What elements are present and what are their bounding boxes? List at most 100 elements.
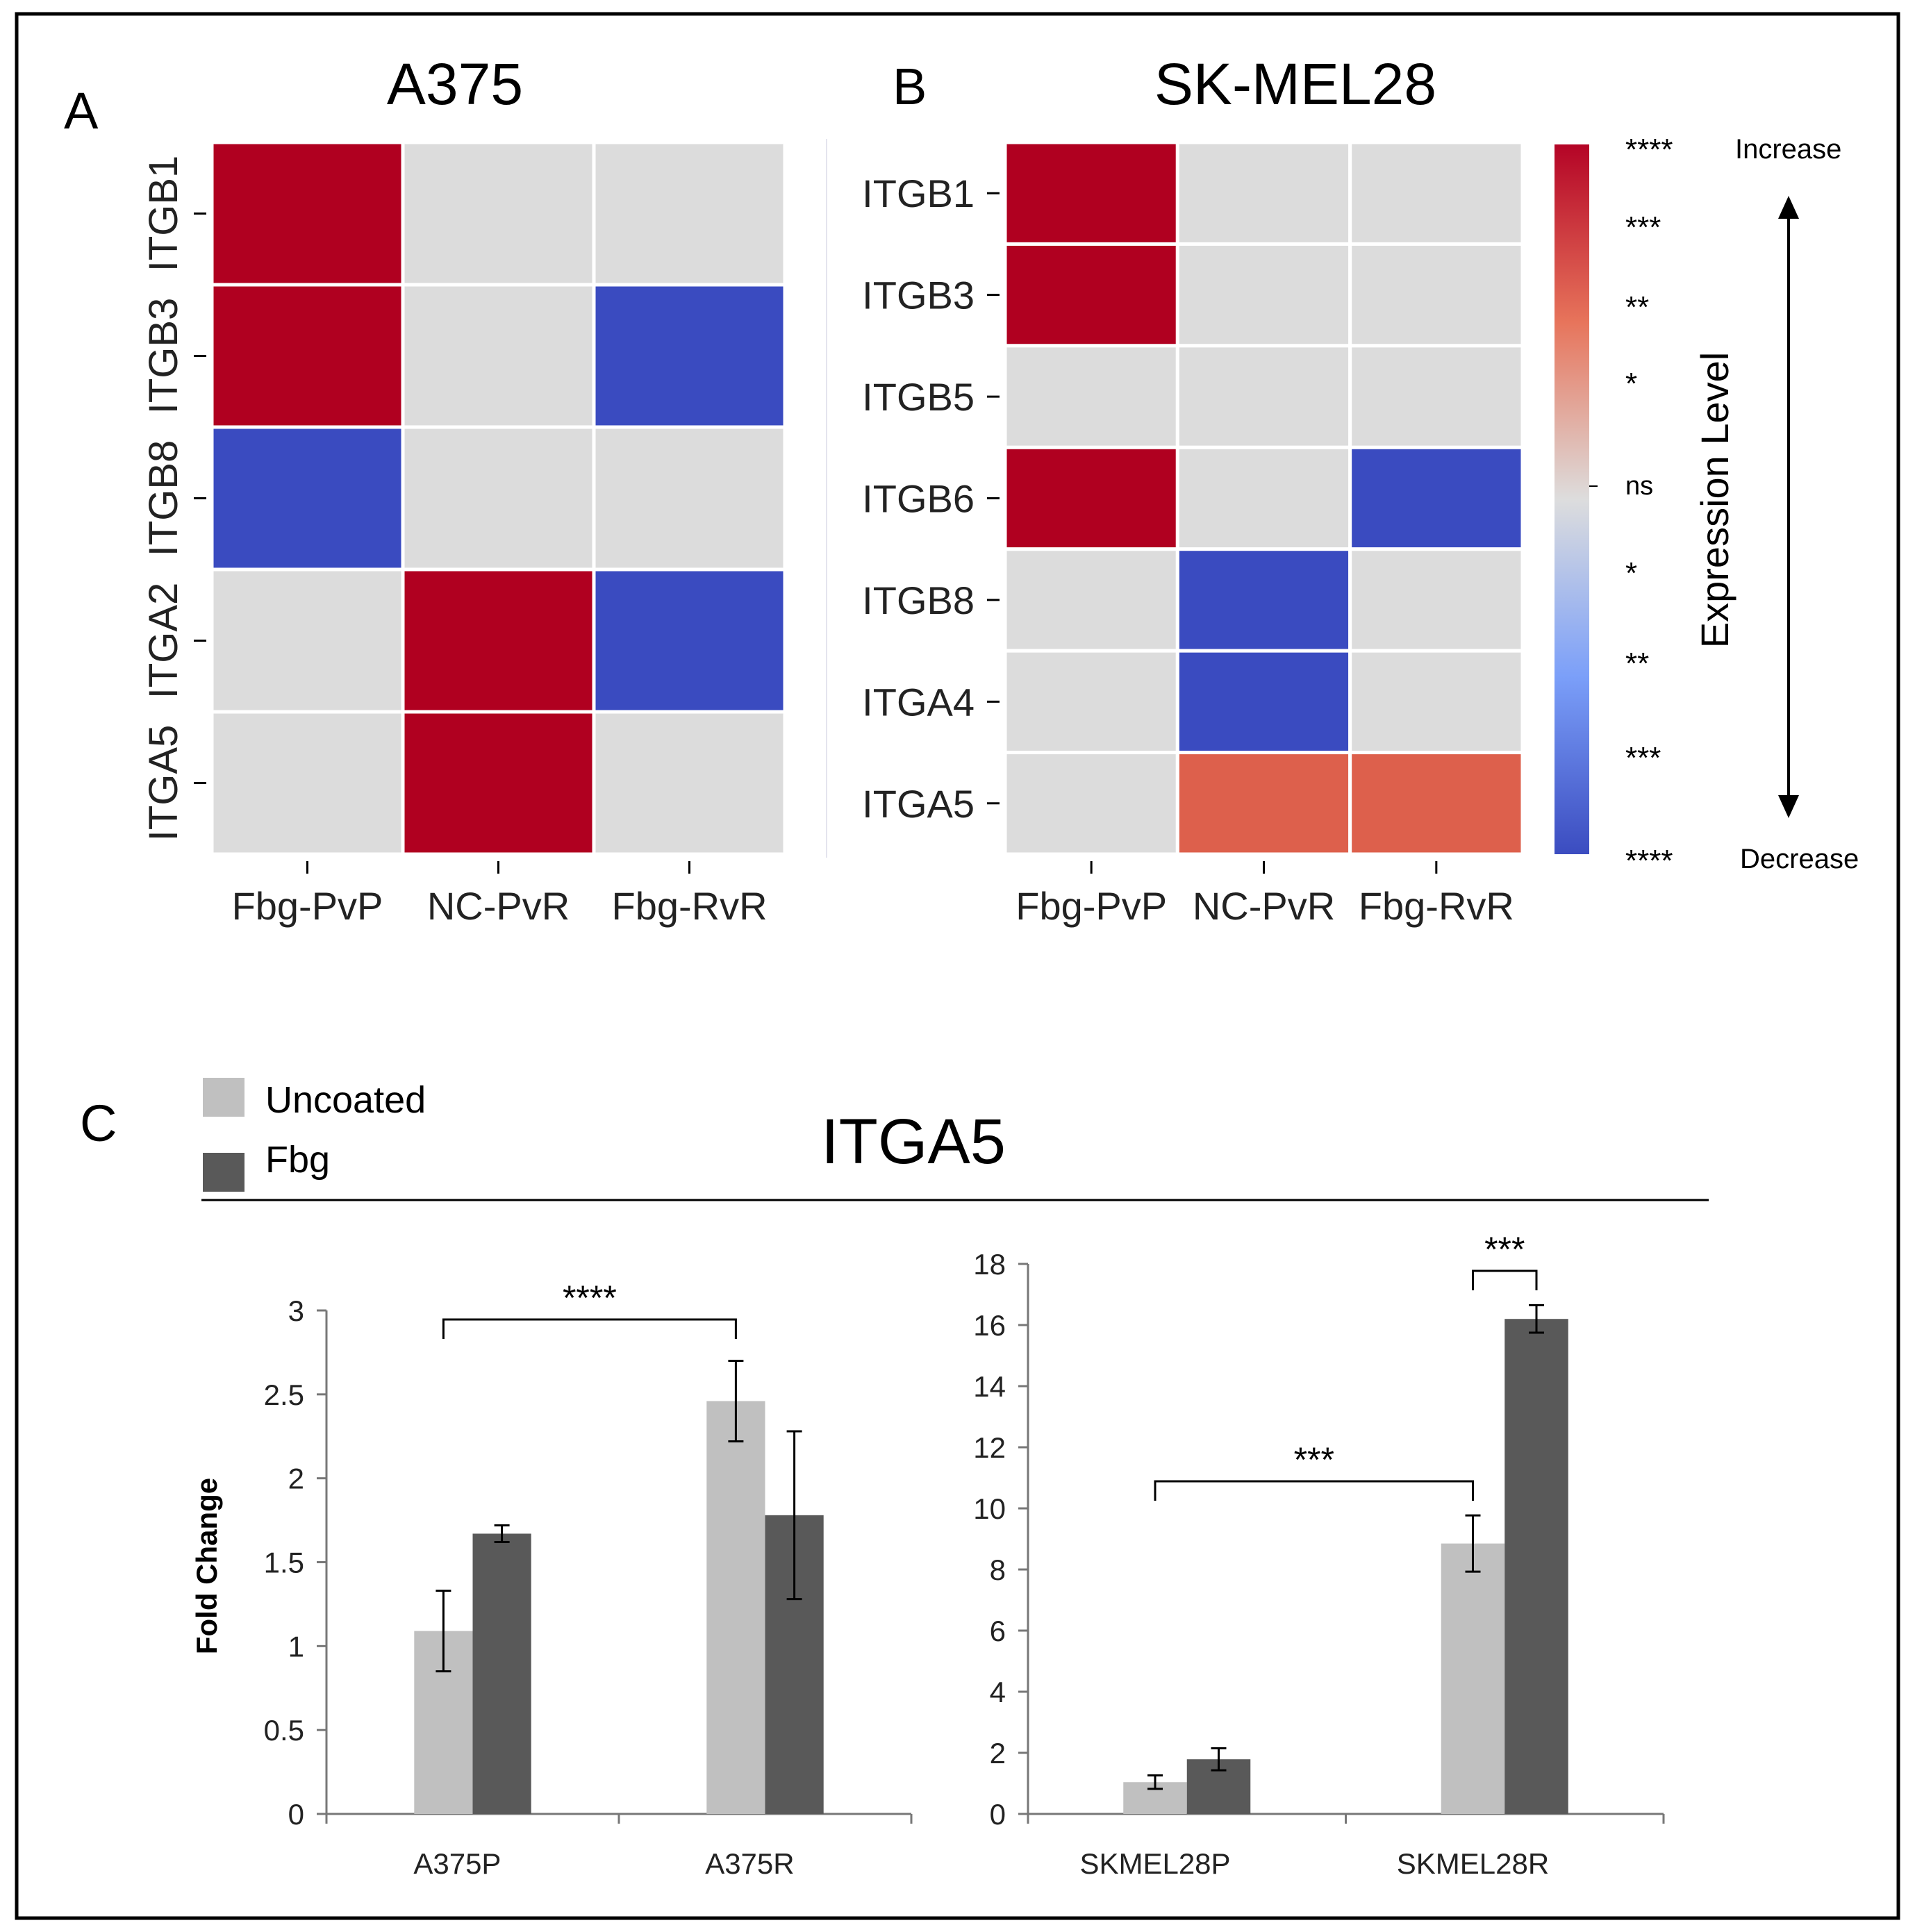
heatmap-cell [592, 710, 787, 856]
heatmap-cell [1348, 140, 1525, 246]
y-tick-label: 1.5 [264, 1547, 304, 1579]
heatmap-cell [401, 140, 596, 287]
heatmap-cell [401, 425, 596, 572]
panel-a-letter: A [64, 82, 99, 140]
heatmap-cell [210, 283, 405, 429]
heatmap-cell [1175, 140, 1352, 246]
row-label: ITGA5 [141, 725, 186, 842]
colorbar-tick-label: ns [1625, 472, 1653, 501]
heatmap-cell [1348, 649, 1525, 755]
legend-label-fbg: Fbg [265, 1139, 330, 1181]
y-tick-label: 2 [990, 1737, 1006, 1769]
y-tick-label: 8 [990, 1554, 1006, 1586]
legend-label-uncoated: Uncoated [265, 1079, 426, 1121]
panel-a-title: A375 [387, 51, 523, 117]
bar-uncoated [706, 1401, 765, 1814]
colorbar-tick-label: *** [1625, 741, 1661, 775]
column-label: NC-PvR [427, 884, 570, 928]
x-category-label: SKMEL28R [1397, 1847, 1549, 1880]
heatmap-cell [1175, 751, 1352, 856]
y-tick-label: 0 [288, 1798, 304, 1831]
y-tick-label: 14 [973, 1370, 1006, 1403]
x-category-label: SKMEL28P [1079, 1847, 1230, 1880]
column-label: NC-PvR [1193, 884, 1335, 928]
y-tick-label: 3 [288, 1294, 304, 1327]
heatmap-cell [1003, 344, 1179, 449]
row-label: ITGB5 [862, 375, 975, 419]
y-tick-label: 2.5 [264, 1379, 304, 1411]
heatmap-cell [210, 710, 405, 856]
y-tick-label: 0 [990, 1798, 1006, 1831]
significance-label: *** [1294, 1440, 1334, 1479]
panel-b-title: SK-MEL28 [1154, 51, 1436, 117]
colorbar-increase-label: Increase [1735, 134, 1841, 165]
colorbar-tick-label: **** [1625, 133, 1673, 167]
bar-chart-skmel28: 0 2 4 6 8 10 12 14 16 18 SKMEL28P SKMEL28R *** *** [973, 1230, 1665, 1880]
heatmap-cell [1348, 547, 1525, 653]
heatmap-cell [1348, 751, 1525, 856]
row-label: ITGA4 [862, 680, 975, 724]
colorbar-tick-label: **** [1625, 844, 1673, 878]
row-label: ITGB1 [141, 156, 186, 272]
heatmap-cell [1348, 445, 1525, 551]
x-category-label: A375P [413, 1847, 501, 1880]
colorbar-ticks: **********ns********** [1589, 133, 1673, 878]
heatmap-cell [210, 140, 405, 287]
legend-swatch-fbg [203, 1153, 244, 1192]
bar-chart-a375: 0 0.5 1 1.5 2 2.5 3 A375P A375R **** [264, 1279, 913, 1880]
row-label: ITGB3 [862, 274, 975, 317]
significance-bracket [1154, 1480, 1474, 1501]
heatmap-cell [1003, 445, 1179, 551]
heatmap-cell [1003, 242, 1179, 348]
heatmap-cell [210, 567, 405, 714]
heatmap-a375: Fbg-PvP NC-PvR Fbg-RvR ITGB1 ITGB3 ITGB8 ITGA2… [141, 140, 787, 928]
heatmap-cell [1175, 547, 1352, 653]
heatmap-cell [401, 567, 596, 714]
y-tick-label: 2 [288, 1463, 304, 1495]
heatmap-cell [592, 567, 787, 714]
panel-b-letter: B [893, 58, 927, 115]
heatmap-cell [1348, 344, 1525, 449]
y-tick-label: 4 [990, 1676, 1006, 1708]
y-tick-label: 10 [973, 1492, 1006, 1525]
heatmap-cell [1003, 649, 1179, 755]
significance-bracket [1472, 1269, 1538, 1290]
y-tick-label: 16 [973, 1309, 1006, 1342]
row-label: ITGB8 [141, 440, 186, 557]
bar-uncoated [1441, 1543, 1505, 1814]
heatmap-cell [1175, 242, 1352, 348]
colorbar-tick-label: * [1625, 556, 1637, 590]
column-label: Fbg-PvP [1015, 884, 1167, 928]
heatmap-cell [401, 710, 596, 856]
y-tick-label: 6 [990, 1615, 1006, 1647]
heatmap-cell [1175, 445, 1352, 551]
heatmap-cell [592, 425, 787, 572]
colorbar-label: Expression Level [1693, 352, 1736, 648]
row-label: ITGB6 [862, 477, 975, 521]
y-tick-label: 12 [973, 1431, 1006, 1464]
heatmap-cell [1003, 140, 1179, 246]
arrow-down-icon [1778, 795, 1799, 818]
bar-fbg [472, 1533, 531, 1814]
heatmap-cell [592, 140, 787, 287]
significance-label: *** [1484, 1230, 1525, 1269]
colorbar-tick-label: ** [1625, 290, 1649, 324]
y-tick-label: 18 [973, 1248, 1006, 1281]
colorbar-tick-label: * [1625, 367, 1637, 401]
y-tick-label: 1 [288, 1630, 304, 1663]
row-label: ITGA5 [862, 782, 975, 826]
row-label: ITGA2 [141, 583, 186, 699]
heatmap-cell [401, 283, 596, 429]
heatmap-cell [1175, 344, 1352, 449]
column-label: Fbg-PvP [232, 884, 383, 928]
colorbar-decrease-label: Decrease [1740, 844, 1859, 874]
heatmap-cell [1003, 751, 1179, 856]
column-label: Fbg-RvR [1359, 884, 1514, 928]
colorbar [1555, 144, 1589, 854]
colorbar-tick-label: ** [1625, 647, 1649, 681]
y-tick-label: 0.5 [264, 1714, 304, 1747]
heatmap-skmel28: Fbg-PvP NC-PvR Fbg-RvR ITGB1 ITGB3 ITGB5 ITGB6… [862, 140, 1525, 928]
panel-c-title: ITGA5 [821, 1106, 1006, 1177]
legend-swatch-uncoated [203, 1078, 244, 1117]
